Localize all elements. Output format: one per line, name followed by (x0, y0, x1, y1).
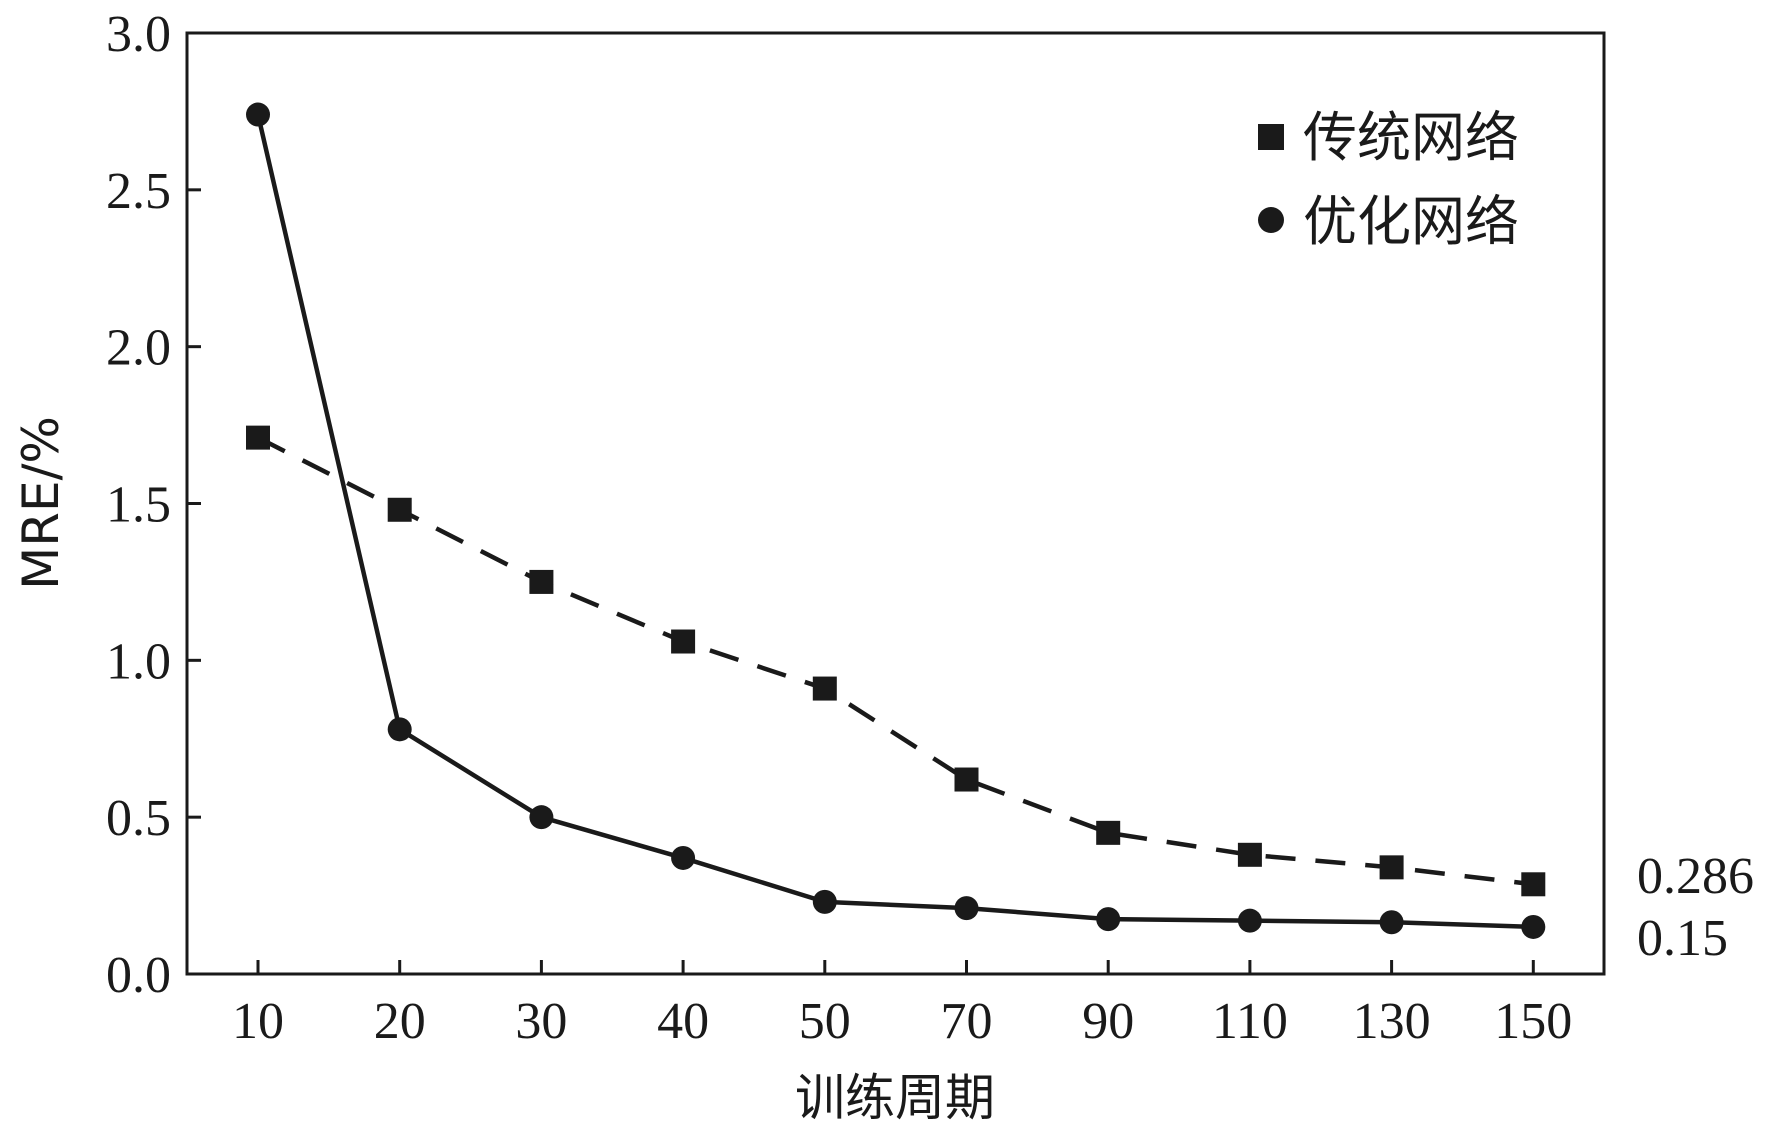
data-point-circle (954, 896, 979, 921)
data-point-square (671, 629, 696, 654)
x-tick-label: 10 (232, 993, 284, 1050)
series-line (255, 114, 1534, 930)
y-tick-label: 0.5 (106, 790, 171, 847)
data-point-square (529, 569, 554, 594)
x-tick-label: 70 (941, 993, 993, 1050)
legend-marker-traditional (1258, 124, 1284, 150)
x-axis: 10 20 30 40 50 70 90 110 130 150 (232, 960, 1572, 1050)
x-tick-label: 130 (1353, 993, 1431, 1050)
data-point-circle (812, 889, 837, 914)
data-point-square (387, 497, 412, 522)
data-point-square (1237, 842, 1262, 867)
y-tick-label: 0.0 (106, 947, 171, 1004)
data-point-circle (1237, 908, 1262, 933)
x-tick-label: 110 (1212, 993, 1288, 1050)
legend-marker-optimized (1258, 207, 1284, 233)
data-point-square (246, 425, 270, 450)
data-point-circle (1521, 914, 1546, 939)
data-point-square (812, 676, 837, 701)
data-point-square (1096, 820, 1121, 845)
data-point-circle (671, 845, 696, 870)
legend-label-optimized: 优化网络 (1303, 190, 1519, 253)
y-axis-title: MRE/% (12, 416, 70, 590)
y-tick-label: 2.0 (106, 320, 171, 377)
x-tick-label: 20 (374, 993, 426, 1050)
legend: 传统网络 优化网络 (1258, 106, 1519, 253)
data-point-circle (1096, 907, 1121, 932)
x-axis-title: 训练周期 (795, 1069, 995, 1127)
y-tick-label: 1.0 (106, 633, 171, 690)
data-point-square (1379, 855, 1404, 880)
x-tick-label: 90 (1082, 993, 1134, 1050)
data-point-circle (387, 717, 412, 742)
y-tick-label: 2.5 (106, 163, 171, 220)
annotation-optimized-end: 0.15 (1637, 910, 1728, 967)
x-tick-label: 40 (657, 993, 709, 1050)
x-tick-label: 30 (515, 993, 567, 1050)
series-optimized (246, 102, 1546, 939)
data-point-circle (529, 805, 554, 830)
x-tick-label: 50 (799, 993, 851, 1050)
series-traditional (246, 425, 1546, 897)
series-line (256, 435, 1534, 887)
data-point-square (954, 767, 979, 792)
x-tick-label: 150 (1494, 993, 1572, 1050)
y-tick-label: 3.0 (106, 6, 171, 63)
annotation-traditional-end: 0.286 (1637, 848, 1754, 905)
data-point-circle (246, 102, 270, 127)
data-point-circle (1379, 910, 1404, 935)
y-tick-label: 1.5 (106, 477, 171, 534)
y-axis: 0.0 0.5 1.0 1.5 2.0 2.5 3.0 (106, 6, 201, 1004)
legend-label-traditional: 传统网络 (1303, 106, 1519, 169)
data-point-square (1521, 872, 1546, 897)
series-layer (246, 102, 1546, 939)
